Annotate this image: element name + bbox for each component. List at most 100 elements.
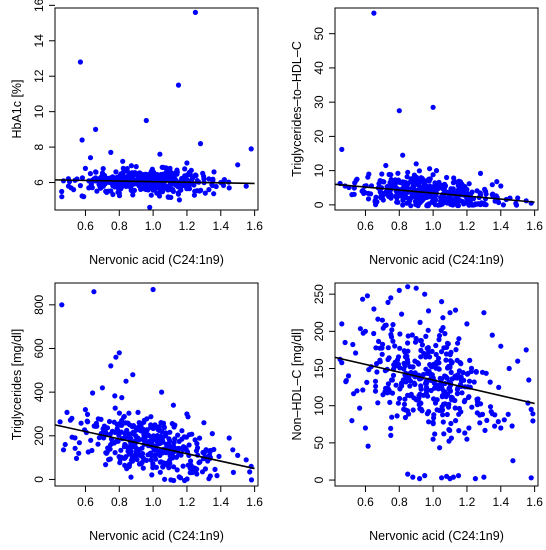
x-tick-label: 0.8	[391, 219, 408, 233]
data-point	[466, 425, 472, 431]
data-point	[185, 414, 191, 420]
data-point	[407, 378, 413, 384]
data-point	[479, 369, 486, 375]
data-point	[360, 296, 366, 302]
y-tick-label: 200	[312, 321, 326, 341]
data-point	[159, 438, 165, 444]
data-point	[99, 175, 105, 181]
data-point	[154, 438, 160, 444]
data-point	[126, 172, 132, 178]
data-point	[477, 420, 483, 426]
data-point	[120, 171, 126, 177]
data-point	[397, 395, 403, 402]
data-point	[248, 477, 255, 483]
data-point	[59, 194, 65, 200]
data-point	[201, 173, 207, 179]
data-point	[180, 447, 186, 453]
data-point	[418, 347, 424, 353]
data-point	[510, 458, 516, 464]
data-point	[385, 381, 391, 387]
data-point	[401, 406, 407, 412]
data-point	[59, 188, 65, 195]
data-point	[390, 322, 396, 328]
data-point	[120, 158, 126, 164]
data-point	[116, 432, 122, 438]
data-point	[451, 175, 457, 181]
data-point	[432, 431, 438, 437]
data-point	[461, 377, 467, 383]
data-point	[417, 338, 424, 344]
data-point	[523, 347, 529, 353]
data-point	[465, 370, 471, 376]
data-point	[460, 370, 466, 376]
data-point	[159, 164, 165, 170]
data-point	[167, 429, 173, 435]
data-point	[404, 353, 410, 359]
data-point	[72, 445, 78, 451]
data-point	[435, 355, 442, 361]
data-point	[403, 183, 409, 189]
data-point	[117, 460, 123, 466]
data-point	[199, 469, 206, 475]
data-point	[345, 373, 352, 379]
data-point	[155, 427, 161, 433]
data-point	[431, 396, 437, 402]
data-point	[401, 401, 408, 407]
data-point	[121, 455, 127, 461]
data-point	[170, 402, 176, 408]
data-point	[440, 325, 446, 331]
data-point	[76, 450, 82, 456]
data-point	[423, 366, 429, 372]
data-point	[475, 201, 481, 207]
data-point	[64, 409, 70, 415]
panel-3: 0.6 0.8 1.0 1.2 1.4 1.6 0 200 400 600 800 Nervonic …	[10, 282, 263, 543]
data-point	[235, 162, 241, 168]
data-point	[81, 194, 87, 200]
data-point	[149, 452, 155, 458]
data-point	[454, 357, 460, 363]
x-tick-label: 1.2	[459, 219, 476, 233]
data-point	[441, 196, 447, 202]
data-point	[407, 179, 413, 185]
data-point	[402, 396, 408, 402]
data-point	[188, 458, 194, 464]
data-point	[153, 176, 159, 182]
data-point	[452, 179, 458, 185]
data-point	[424, 345, 430, 351]
data-point	[464, 436, 470, 442]
data-point	[401, 360, 407, 366]
data-point	[135, 409, 141, 415]
data-point	[489, 182, 495, 188]
data-point	[390, 338, 396, 344]
data-point	[57, 419, 63, 425]
data-point	[443, 357, 449, 363]
data-point	[123, 434, 129, 440]
data-point	[211, 446, 217, 453]
data-point	[430, 172, 436, 178]
data-point	[419, 342, 425, 348]
data-point	[430, 436, 436, 442]
data-point	[387, 182, 394, 188]
y-tick-label: 14	[32, 34, 46, 48]
data-point	[193, 173, 199, 179]
data-point	[456, 405, 462, 412]
data-point	[77, 59, 83, 65]
data-point	[387, 399, 393, 405]
data-point	[136, 420, 142, 426]
data-point	[365, 443, 371, 449]
data-point	[455, 473, 462, 479]
data-point	[211, 191, 217, 197]
data-point	[426, 419, 432, 425]
x-tick-label: 1.0	[145, 219, 162, 233]
data-point	[153, 456, 159, 462]
data-point	[230, 469, 236, 475]
data-point	[400, 152, 406, 158]
data-point	[148, 192, 154, 198]
data-point	[163, 441, 170, 447]
data-point	[128, 163, 134, 169]
data-point	[373, 202, 379, 208]
data-point	[409, 185, 415, 192]
data-point	[125, 420, 131, 426]
data-point	[118, 181, 124, 187]
